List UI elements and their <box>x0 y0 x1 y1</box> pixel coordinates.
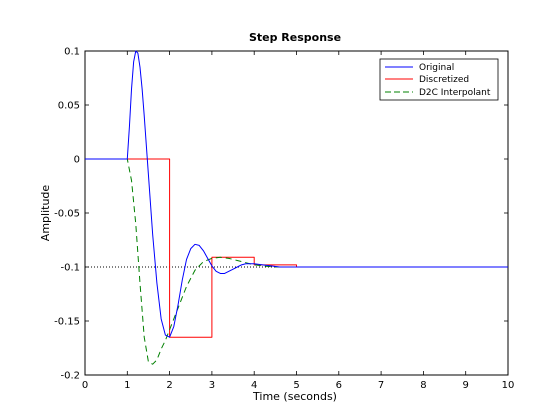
x-tick-label: 5 <box>293 380 299 391</box>
series-group <box>85 50 508 365</box>
x-tick-label: 4 <box>251 380 257 391</box>
x-axis-label: Time (seconds) <box>252 390 337 403</box>
legend-label-d2c-interpolant: D2C Interpolant <box>419 88 491 98</box>
x-tick-label: 3 <box>209 380 215 391</box>
y-tick-label: 0 <box>74 155 80 166</box>
legend-label-discretized: Discretized <box>419 75 469 85</box>
chart-title: Step Response <box>249 31 341 44</box>
y-tick-label: 0.1 <box>64 47 80 58</box>
axis-tick-labels: 0 1 2 3 4 5 6 7 8 9 10 -0.2 -0.15 -0.1 -0.05 0 0.05 0.1 <box>54 47 514 392</box>
plot-area <box>84 50 509 376</box>
y-axis-label: Amplitude <box>39 185 52 242</box>
legend: Original Discretized D2C Interpolant <box>379 58 499 101</box>
x-tick-label: 0 <box>82 380 88 391</box>
series-line-original <box>85 50 508 338</box>
x-tick-label: 7 <box>378 380 384 391</box>
x-tick-label: 10 <box>502 380 515 391</box>
y-tick-label: -0.2 <box>60 371 80 382</box>
y-tick-label: -0.15 <box>54 317 80 328</box>
y-tick-label: -0.05 <box>54 209 80 220</box>
y-tick-label: 0.05 <box>58 101 80 112</box>
x-tick-label: 8 <box>420 380 426 391</box>
x-tick-label: 6 <box>336 380 342 391</box>
y-tick-label: -0.1 <box>60 263 80 274</box>
x-tick-label: 1 <box>124 380 130 391</box>
legend-label-original: Original <box>419 63 454 73</box>
x-tick-label: 9 <box>463 380 469 391</box>
x-tick-label: 2 <box>166 380 172 391</box>
